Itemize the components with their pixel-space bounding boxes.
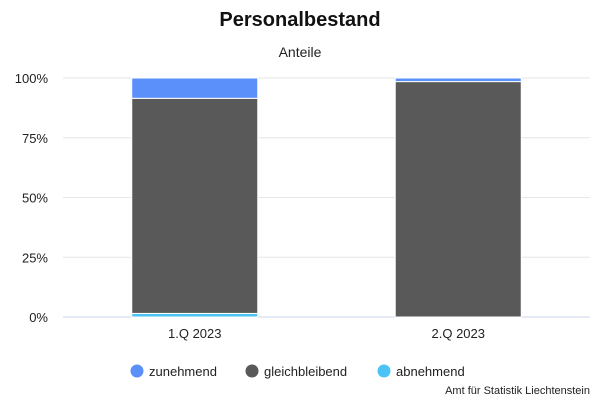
bar-segment-zunehmend[interactable] xyxy=(131,77,259,99)
bar-segment-zunehmend[interactable] xyxy=(394,77,522,83)
legend-swatch xyxy=(377,364,391,378)
x-tick-label: 1.Q 2023 xyxy=(168,326,222,341)
legend-swatch xyxy=(245,364,259,378)
legend-item-gleichbleibend[interactable]: gleichbleibend xyxy=(245,364,348,379)
chart-title: Personalbestand xyxy=(219,9,380,31)
legend-item-zunehmend[interactable]: zunehmend xyxy=(130,364,217,379)
x-axis-ticks: 1.Q 2023 2.Q 2023 xyxy=(168,326,485,341)
chart-subtitle: Anteile xyxy=(279,44,322,60)
bar-segment-gleichbleibend[interactable] xyxy=(131,97,259,314)
y-tick-label: 50% xyxy=(22,191,48,206)
y-tick-label: 0% xyxy=(29,310,48,325)
y-tick-label: 25% xyxy=(22,250,48,265)
legend-label: abnehmend xyxy=(396,364,465,379)
x-tick-label: 2.Q 2023 xyxy=(432,326,486,341)
legend-label: gleichbleibend xyxy=(264,364,347,379)
y-tick-label: 100% xyxy=(15,71,49,86)
bar-segment-gleichbleibend[interactable] xyxy=(394,81,522,318)
legend: zunehmend gleichbleibend abnehmend xyxy=(130,364,465,379)
bar-segment-abnehmend[interactable] xyxy=(131,312,259,318)
legend-label: zunehmend xyxy=(149,364,217,379)
legend-swatch xyxy=(130,364,144,378)
legend-item-abnehmend[interactable]: abnehmend xyxy=(377,364,465,379)
credits: Amt für Statistik Liechtenstein xyxy=(445,385,590,397)
y-axis-ticks: 0% 25% 50% 75% 100% xyxy=(15,71,49,325)
bars xyxy=(131,77,522,318)
y-tick-label: 75% xyxy=(22,131,48,146)
